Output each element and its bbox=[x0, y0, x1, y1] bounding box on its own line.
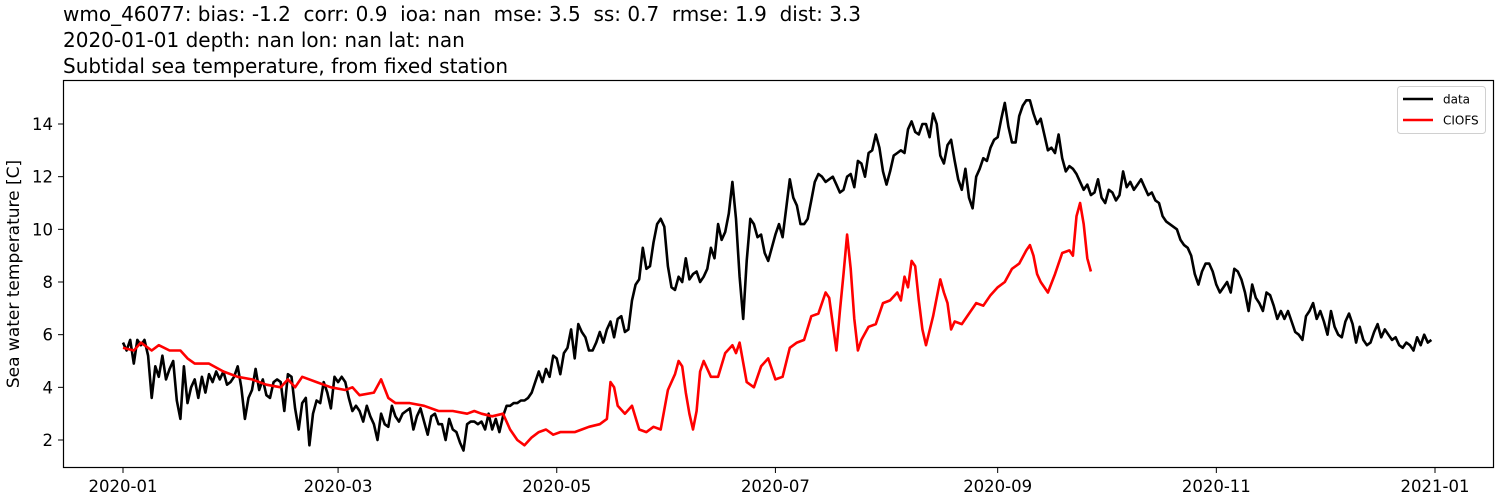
x-tick-label: 2020-03 bbox=[304, 477, 373, 496]
y-tick-label: 12 bbox=[32, 168, 53, 187]
y-tick-label: 6 bbox=[43, 326, 54, 345]
y-tick-label: 8 bbox=[43, 273, 54, 292]
y-tick-label: 10 bbox=[32, 220, 53, 239]
y-tick-label: 14 bbox=[32, 115, 53, 134]
x-tick-label: 2020-11 bbox=[1182, 477, 1251, 496]
series-line-data bbox=[121, 99, 1433, 452]
x-tick-label: 2020-09 bbox=[963, 477, 1032, 496]
y-axis: 2 4 6 8 10 12 14 bbox=[32, 115, 64, 450]
legend: data CIOFS bbox=[1397, 86, 1486, 134]
y-tick-label: 4 bbox=[43, 378, 54, 397]
chart-title-location: 2020-01-01 depth: nan lon: nan lat: nan bbox=[63, 28, 465, 52]
x-axis: 2020-01 2020-03 2020-05 2020-07 2020-09 2020-… bbox=[89, 467, 1470, 496]
x-tick-label: 2021-01 bbox=[1401, 477, 1470, 496]
chart-title-description: Subtidal sea temperature, from fixed sta… bbox=[63, 54, 508, 78]
y-tick-label: 2 bbox=[43, 431, 54, 450]
axes-frame bbox=[62, 79, 1495, 469]
series-line-ciofs bbox=[122, 201, 1093, 447]
y-axis-label: Sea water temperature [C] bbox=[4, 160, 24, 388]
chart-title-stats: wmo_46077: bias: -1.2 corr: 0.9 ioa: nan… bbox=[63, 2, 862, 26]
legend-ciofs-label: CIOFS bbox=[1443, 114, 1479, 128]
plot-area bbox=[121, 99, 1433, 452]
x-tick-label: 2020-05 bbox=[522, 477, 591, 496]
legend-data-label: data bbox=[1443, 93, 1470, 107]
x-tick-label: 2020-07 bbox=[741, 477, 810, 496]
x-tick-label: 2020-01 bbox=[89, 477, 158, 496]
